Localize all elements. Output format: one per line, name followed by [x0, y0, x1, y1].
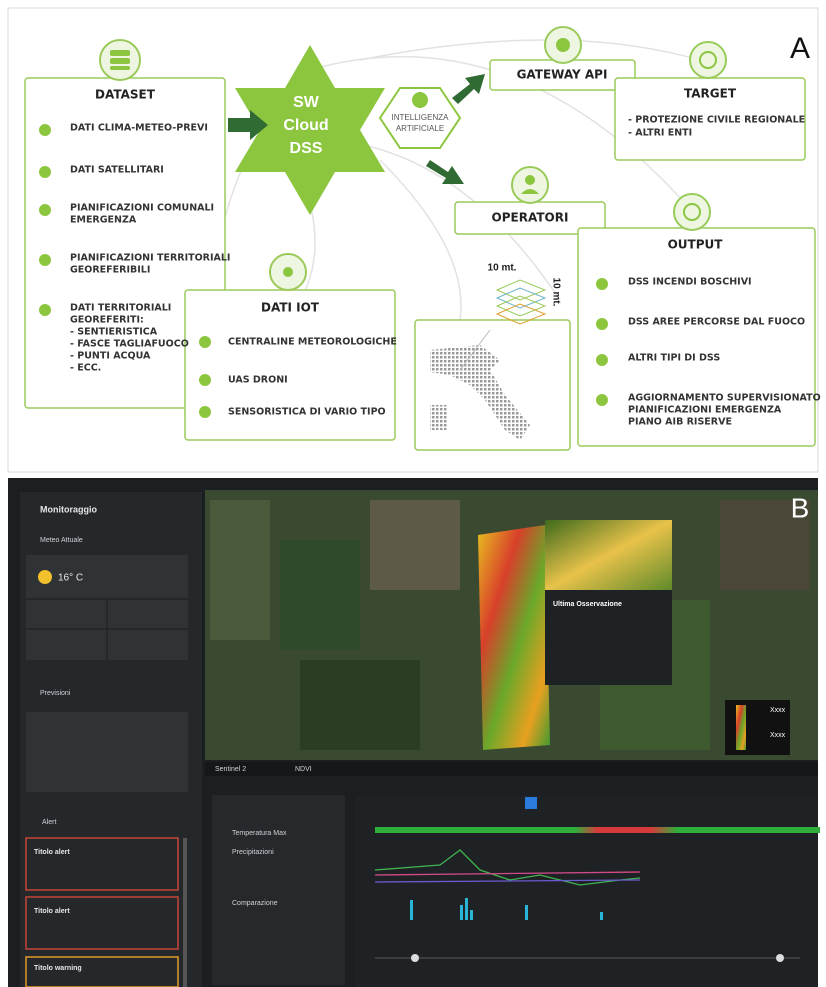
alert-title: Titolo alert: [34, 908, 70, 915]
box-title: DATASET: [95, 88, 156, 102]
section-title: Previsioni: [40, 690, 71, 697]
scale-label: 10 mt.: [488, 263, 517, 274]
scrollbar: [183, 838, 187, 987]
iot-item: SENSORISTICA DI VARIO TIPO: [228, 407, 386, 418]
box-title: TARGET: [684, 87, 737, 101]
slider-handle[interactable]: [411, 954, 419, 962]
dataset-item: DATI CLIMA-METEO-PREVI: [70, 123, 208, 134]
item-icon: [199, 336, 211, 348]
output-item: DSS AREE PERCORSE DAL FUOCO: [628, 317, 805, 328]
output-item: PIANO AIB RISERVE: [628, 417, 732, 428]
item-icon: [39, 254, 51, 266]
source-select: Sentinel 2: [215, 766, 246, 773]
box-title: DATI IOT: [261, 301, 320, 315]
iot-item: CENTRALINE METEOROLOGICHE: [228, 337, 397, 348]
panel-label: A: [790, 32, 810, 65]
dataset-item: GEOREFERIBILI: [70, 265, 150, 276]
item-icon: [39, 304, 51, 316]
legend-label: Xxxx: [770, 732, 786, 739]
dataset-item: PIANIFICAZIONI COMUNALI: [70, 203, 214, 214]
alert-title: Titolo warning: [34, 965, 82, 972]
dataset-item: PIANIFICAZIONI TERRITORIALI: [70, 253, 230, 264]
item-icon: [199, 406, 211, 418]
ai-icon: [412, 92, 428, 108]
slider-handle[interactable]: [776, 954, 784, 962]
dataset-item: DATI SATELLITARI: [70, 165, 164, 176]
figure: A DATASET DATI CLIMA-METEO-PREVI DATI SATEL…: [0, 0, 826, 987]
panel-label: B: [791, 492, 810, 523]
popup-image: [545, 520, 672, 590]
alert-title: Titolo alert: [34, 849, 70, 856]
sun-icon: [38, 570, 52, 584]
option-label: Comparazione: [232, 900, 278, 907]
scale-label: 10 mt.: [550, 278, 561, 307]
sardinia: [430, 405, 448, 430]
option-label: Temperatura Max: [232, 830, 287, 837]
sidebar-title: Monitoraggio: [40, 504, 97, 514]
dataset-item: DATI TERRITORIALI: [70, 303, 171, 314]
output-item: PIANIFICAZIONI EMERGENZA: [628, 405, 782, 416]
core-label: Cloud: [283, 117, 328, 134]
page: {"panel_a": {"label": "A", "dataset": {"…: [0, 0, 826, 987]
target-item: - PROTEZIONE CIVILE REGIONALE: [628, 115, 805, 126]
options-panel: [212, 795, 345, 985]
status-bar: [375, 827, 820, 833]
chart-button[interactable]: [525, 797, 537, 809]
core-label: SW: [293, 94, 320, 111]
box-title: OPERATORI: [492, 211, 569, 225]
temperature: 16° C: [58, 573, 83, 584]
core-label: DSS: [290, 140, 323, 157]
box-title: GATEWAY API: [517, 68, 608, 82]
dataset-item: - FASCE TAGLIAFUOCO: [70, 339, 189, 350]
tab: Alert: [42, 819, 56, 826]
tab: Meteo Attuale: [40, 537, 83, 544]
item-icon: [596, 394, 608, 406]
ai-label: INTELLIGENZA: [392, 113, 450, 122]
option-label: Precipitazioni: [232, 849, 274, 856]
box-title: OUTPUT: [668, 238, 724, 252]
index-select: NDVI: [295, 766, 312, 773]
output-item: DSS INCENDI BOSCHIVI: [628, 277, 752, 288]
legend-label: Xxxx: [770, 707, 786, 714]
dataset-item: - SENTIERISTICA: [70, 327, 158, 338]
output-item: AGGIORNAMENTO SUPERVISIONATO: [628, 393, 821, 404]
target-item: - ALTRI ENTI: [628, 128, 692, 139]
popup-title: Ultima Osservazione: [553, 601, 622, 608]
ndvi-field: [478, 525, 550, 750]
dataset-item: - PUNTI ACQUA: [70, 351, 151, 362]
item-icon: [39, 204, 51, 216]
item-icon: [596, 318, 608, 330]
dataset-item: - ECC.: [70, 363, 101, 374]
output-item: ALTRI TIPI DI DSS: [628, 353, 720, 364]
ai-label: ARTIFICIALE: [396, 124, 444, 133]
dataset-item: EMERGENZA: [70, 215, 137, 226]
item-icon: [39, 124, 51, 136]
item-icon: [199, 374, 211, 386]
dataset-item: GEOREFERITI:: [70, 315, 144, 326]
item-icon: [596, 278, 608, 290]
item-icon: [39, 166, 51, 178]
iot-item: UAS DRONI: [228, 375, 288, 386]
legend-ramp: [736, 705, 746, 750]
item-icon: [596, 354, 608, 366]
